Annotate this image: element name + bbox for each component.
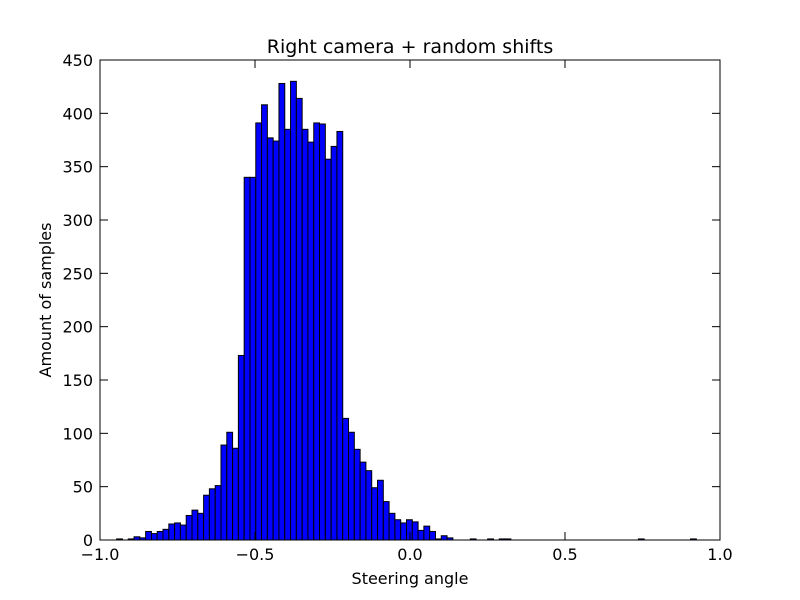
axis-ticks: −1.0 −0.5 0.0 0.5 1.0 0 50 100 150 200 250 300 350 40… (62, 51, 732, 564)
y-tick-label: 200 (62, 318, 93, 337)
y-tick-label: 300 (62, 211, 93, 230)
histogram-bar (336, 130, 344, 541)
histogram-bar (145, 530, 152, 541)
histogram-bar (220, 444, 228, 541)
histogram-bar (423, 525, 431, 541)
histogram-bar (150, 533, 158, 541)
histogram-bar (307, 141, 315, 541)
histogram-bar (168, 523, 176, 541)
histogram-bar (214, 485, 222, 541)
x-tick-label: 0.5 (552, 545, 577, 564)
histogram-bar (162, 528, 170, 541)
histogram-bar (226, 431, 234, 541)
y-tick-label: 450 (62, 51, 93, 70)
x-tick-label: −0.5 (236, 545, 275, 564)
y-tick-label: 0 (83, 531, 93, 550)
histogram-bar (179, 524, 187, 541)
histogram-bar (388, 512, 396, 541)
y-tick-label: 400 (62, 104, 93, 123)
y-axis-label: Amount of samples (36, 223, 55, 378)
histogram-bar (191, 509, 199, 541)
histogram-bar (174, 522, 181, 541)
histogram-bar (411, 521, 419, 541)
y-tick-label: 50 (73, 478, 93, 497)
histogram-bar (440, 535, 448, 541)
histogram-bar (237, 354, 245, 541)
histogram-bar (301, 128, 309, 541)
x-tick-label: 0.0 (397, 545, 422, 564)
chart-title: Right camera + random shifts (267, 36, 553, 58)
histogram-bar (359, 461, 367, 541)
histogram-bar (377, 479, 384, 541)
histogram-bar (272, 140, 280, 541)
y-tick-label: 100 (62, 424, 93, 443)
histogram-bar (319, 123, 326, 541)
histogram-bar (365, 470, 373, 541)
histogram-bar (278, 82, 286, 541)
histogram-bar (429, 530, 436, 541)
y-tick-label: 350 (62, 158, 93, 177)
histogram-bar (156, 530, 164, 541)
histogram-bar (371, 487, 379, 541)
histogram-bar (400, 522, 408, 541)
histogram-bar (348, 431, 355, 541)
histogram-bar (266, 137, 274, 541)
histogram-bar (290, 80, 297, 541)
histogram-bar (342, 417, 350, 541)
histogram-bar (197, 512, 205, 541)
y-tick-label: 250 (62, 264, 93, 283)
histogram-bar (255, 122, 263, 541)
histogram-bar (203, 494, 210, 541)
histogram-bar (295, 97, 303, 541)
histogram-bar (313, 122, 321, 541)
histogram-bar (208, 488, 216, 541)
x-tick-label: −1.0 (81, 545, 120, 564)
histogram-bar (185, 514, 193, 541)
x-tick-label: 1.0 (707, 545, 732, 564)
y-tick-label: 150 (62, 371, 93, 390)
x-axis-label: Steering angle (352, 569, 469, 588)
histogram-bar (417, 529, 425, 541)
histogram-bar (394, 519, 402, 541)
histogram-bar (406, 519, 413, 541)
histogram-bar (382, 501, 390, 541)
plot-frame (99, 59, 721, 541)
histogram-bar (232, 447, 239, 541)
histogram-bar (243, 176, 251, 541)
histogram-bar (284, 128, 292, 541)
histogram-bar (324, 158, 332, 541)
histogram-bar (249, 176, 257, 541)
histogram-bars (116, 80, 697, 541)
histogram-bar (353, 448, 361, 541)
histogram-bar (330, 145, 338, 541)
histogram-bar (261, 104, 268, 541)
